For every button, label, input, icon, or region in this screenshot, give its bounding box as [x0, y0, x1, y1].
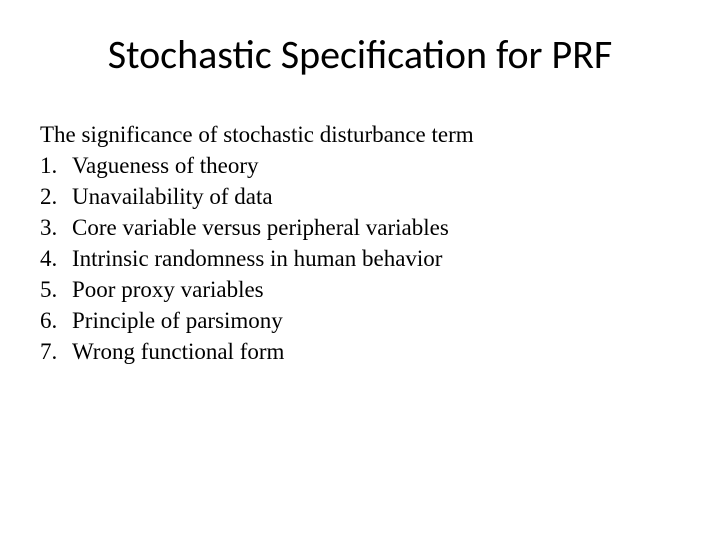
slide-content: The significance of stochastic disturban…: [40, 119, 680, 367]
list-text: Poor proxy variables: [72, 274, 680, 305]
list-number: 1.: [40, 150, 72, 181]
list-item: 5. Poor proxy variables: [40, 274, 680, 305]
list-item: 1. Vagueness of theory: [40, 150, 680, 181]
list-item: 6. Principle of parsimony: [40, 305, 680, 336]
list-number: 5.: [40, 274, 72, 305]
list-text: Principle of parsimony: [72, 305, 680, 336]
list-number: 7.: [40, 336, 72, 367]
list-item: 4. Intrinsic randomness in human behavio…: [40, 243, 680, 274]
slide-title: Stochastic Specification for PRF: [40, 30, 680, 79]
list-item: 3. Core variable versus peripheral varia…: [40, 212, 680, 243]
list-text: Vagueness of theory: [72, 150, 680, 181]
list-number: 6.: [40, 305, 72, 336]
list-text: Intrinsic randomness in human behavior: [72, 243, 680, 274]
list-text: Unavailability of data: [72, 181, 680, 212]
intro-text: The significance of stochastic disturban…: [40, 119, 680, 150]
numbered-list: 1. Vagueness of theory 2. Unavailability…: [40, 150, 680, 367]
slide-container: Stochastic Specification for PRF The sig…: [0, 0, 720, 540]
list-number: 2.: [40, 181, 72, 212]
list-number: 4.: [40, 243, 72, 274]
list-text: Wrong functional form: [72, 336, 680, 367]
list-text: Core variable versus peripheral variable…: [72, 212, 680, 243]
list-number: 3.: [40, 212, 72, 243]
list-item: 7. Wrong functional form: [40, 336, 680, 367]
list-item: 2. Unavailability of data: [40, 181, 680, 212]
